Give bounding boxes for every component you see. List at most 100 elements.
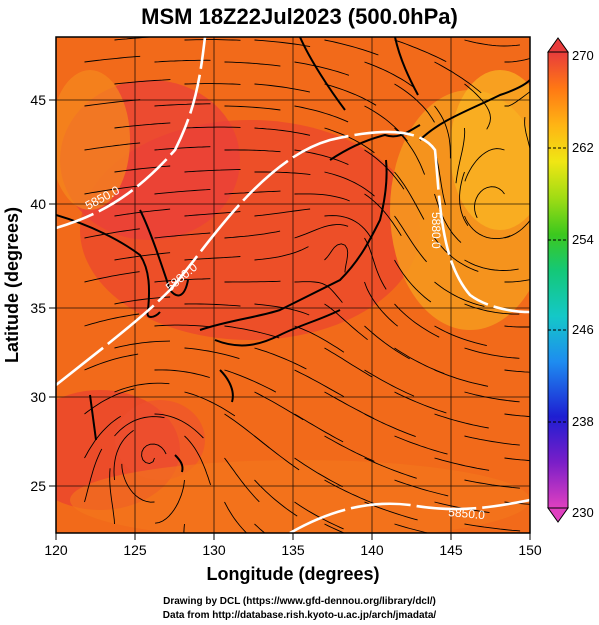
x-tick-label: 130 [202,542,226,558]
contour-label: 5880.0 [429,212,443,249]
streamline [364,413,416,438]
streamline [254,127,311,136]
streamline [254,246,309,261]
map-panel: 5850.0 5880.0 5880.0 5850.0 [56,22,588,533]
streamline [184,303,241,307]
streamline [294,193,350,202]
streamline [524,117,530,151]
x-tick-label: 120 [44,542,68,558]
streamline [434,105,451,159]
streamline [224,457,260,503]
y-tick-label: 25 [30,478,46,494]
streamline [294,325,345,353]
streamline [224,61,281,67]
streamline [504,219,530,239]
x-tick-label: 140 [360,542,384,558]
streamline [154,278,211,283]
streamline [84,313,140,327]
streamline [121,463,155,503]
streamline [294,413,344,443]
streamline [434,457,490,471]
streamline [324,347,373,378]
streamline [394,303,440,338]
streamline [154,188,211,195]
streamline [254,303,310,316]
streamline [464,39,520,47]
y-axis-label: Latitude (degrees) [2,207,22,363]
drawing-credit: Drawing by DCL (https://www.gfd-dennou.o… [163,596,436,607]
graticule [56,37,530,533]
streamline [434,369,489,387]
y-tick-label: 40 [30,196,46,212]
streamline [394,171,425,220]
coastlines [56,37,530,473]
streamline [84,271,140,283]
streamline [254,391,304,421]
x-axis: 120 125 130 135 140 145 150 Longitude (d… [44,533,542,584]
colorbar-tick: 254 [572,232,594,247]
streamline [324,243,349,273]
streamline [504,57,530,63]
x-tick-label: 145 [439,542,463,558]
streamline [254,208,311,217]
data-credit: Data from http://database.rish.kyoto-u.a… [162,610,437,621]
colorbar-max-arrow [547,37,569,53]
streamline [84,228,140,239]
streamline [294,457,343,488]
colorbar: 270 262 254 246 238 230 [547,37,594,523]
streamline [464,435,520,446]
streamline [84,448,103,503]
streamline [464,83,491,130]
streamline [294,224,349,239]
streamline [459,171,469,226]
streamline [504,413,530,418]
streamline [324,83,377,106]
streamline [324,523,346,533]
streamline [114,208,171,217]
map-title: MSM 18Z22Jul2023 (500.0hPa) [141,4,458,29]
streamline [324,479,376,505]
streamline [254,523,266,533]
streamline [184,39,241,41]
streamline [184,83,241,85]
y-tick-label: 35 [30,300,46,316]
streamline [394,215,427,263]
streamline [464,347,520,359]
streamline [474,186,505,218]
streamline [154,146,211,151]
streamline [364,237,387,290]
streamline [254,347,307,370]
streamline [254,479,298,517]
colorbar-min-arrow [547,507,569,523]
streamline [464,479,520,489]
streamline [434,193,462,243]
streamline [394,479,449,497]
streamline [324,215,372,240]
streamline [154,103,211,107]
streamline [154,369,210,378]
streamline [434,413,489,429]
streamline [224,501,248,533]
streamline [224,105,281,111]
streamline [154,413,204,439]
streamline [394,83,435,123]
streamline [114,382,170,393]
streamline [394,523,430,533]
streamline [535,22,588,40]
streamline [464,391,520,403]
contour-label: 5850.0 [448,505,486,522]
streamline [324,303,368,341]
streamline [364,325,410,360]
streamline [434,325,487,347]
streamline [324,39,379,56]
streamline [294,281,343,303]
streamline [184,126,241,129]
streamline [364,281,398,327]
streamline [84,55,141,63]
streamline [294,369,345,397]
streamline [455,127,466,184]
streamline [224,149,281,153]
streamline [294,61,350,76]
y-tick-label: 45 [30,92,46,108]
streamline [84,185,140,195]
